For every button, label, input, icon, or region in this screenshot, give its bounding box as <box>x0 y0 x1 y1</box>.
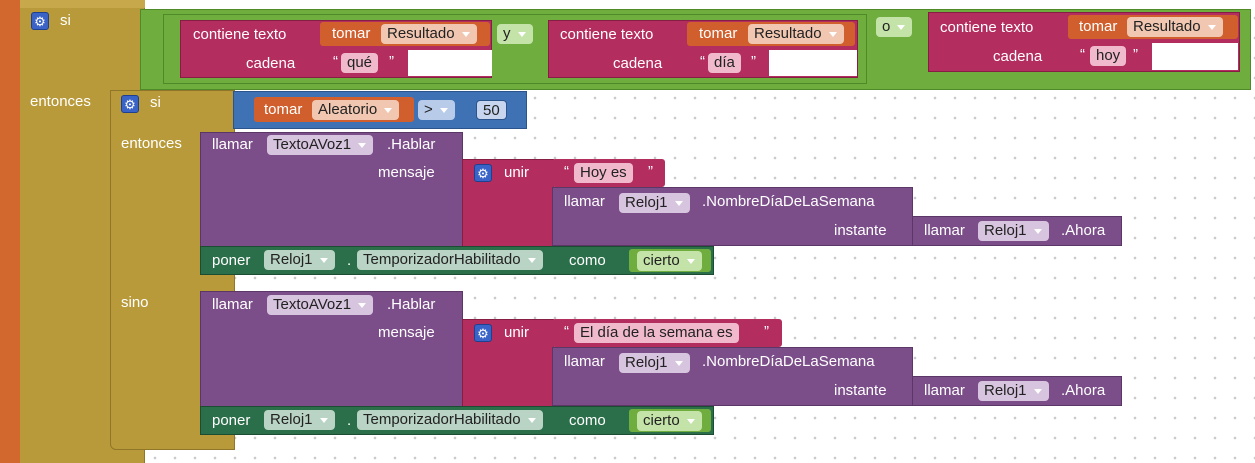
outer-if-top-strip <box>20 0 145 8</box>
inner-if-sino-label: sino <box>121 294 149 311</box>
else-instante-label: instante <box>834 382 887 399</box>
then-set-como-label: como <box>569 252 606 269</box>
number-value[interactable]: 50 <box>476 100 507 120</box>
or-operator-dropdown[interactable]: o <box>876 17 913 37</box>
else-dayname-call-label: llamar <box>564 353 605 370</box>
outer-if-entonces-label: entonces <box>30 93 91 110</box>
then-set-property-dropdown[interactable]: TemporizadorHabilitado <box>357 250 543 270</box>
text-value-1[interactable]: qué <box>341 53 379 73</box>
get-aleatorio-label: tomar <box>264 101 303 118</box>
then-dayname-component-dropdown[interactable]: Reloj1 <box>619 193 690 213</box>
open-quote-1: “ <box>333 53 338 70</box>
else-now-method-label: .Ahora <box>1061 382 1106 399</box>
cadena-label-1: cadena <box>246 55 296 72</box>
outer-if-si-label: si <box>60 12 71 29</box>
then-now-component-dropdown[interactable]: Reloj1 <box>978 221 1049 241</box>
close-quote-1: ” <box>389 53 394 70</box>
else-mensaje-label: mensaje <box>378 324 435 341</box>
else-join-label: unir <box>504 324 530 341</box>
inner-if-mutator-icon[interactable]: ⚙ <box>121 95 139 113</box>
open-quote-3: “ <box>1080 46 1085 63</box>
then-bool-dropdown[interactable]: cierto <box>637 251 702 271</box>
then-dayname-call-label: llamar <box>564 193 605 210</box>
then-speak-call-label: llamar <box>212 136 253 153</box>
contains-text-label-2: contiene texto <box>560 26 654 43</box>
compare-operator-dropdown[interactable]: > <box>418 100 455 120</box>
else-join-mutator-icon[interactable]: ⚙ <box>474 324 492 342</box>
else-speak-call-label: llamar <box>212 296 253 313</box>
cadena-label-3: cadena <box>993 48 1043 65</box>
inner-if-si-label: si <box>150 94 161 111</box>
empty-socket-1 <box>408 50 492 76</box>
get-label-2: tomar <box>699 25 738 42</box>
else-set-label: poner <box>212 412 251 429</box>
variable-dropdown-1[interactable]: Resultado <box>381 24 477 44</box>
else-text-value[interactable]: El día de la semana es <box>574 323 739 343</box>
else-set-component-dropdown[interactable]: Reloj1 <box>264 410 335 430</box>
then-set-dot: . <box>347 252 352 269</box>
else-bool-dropdown[interactable]: cierto <box>637 411 702 431</box>
else-now-call-label: llamar <box>924 382 965 399</box>
close-quote-2: ” <box>751 53 756 70</box>
else-close-quote: ” <box>764 323 769 340</box>
then-mensaje-label: mensaje <box>378 164 435 181</box>
else-tts-component-dropdown[interactable]: TextoAVoz1 <box>267 295 374 315</box>
workspace-edge <box>0 0 20 463</box>
then-open-quote: “ <box>564 163 569 180</box>
then-text-value[interactable]: Hoy es <box>574 163 633 183</box>
else-dayname-method-label: .NombreDíaDeLaSemana <box>702 353 875 370</box>
open-quote-2: “ <box>700 53 705 70</box>
get-label-3: tomar <box>1079 18 1118 35</box>
inner-if-entonces-label: entonces <box>121 135 182 152</box>
variable-dropdown-2[interactable]: Resultado <box>748 24 844 44</box>
then-set-label: poner <box>212 252 251 269</box>
else-speak-method-label: .Hablar <box>387 296 436 313</box>
then-tts-component-dropdown[interactable]: TextoAVoz1 <box>267 135 374 155</box>
text-value-2[interactable]: día <box>708 53 741 73</box>
else-now-component-dropdown[interactable]: Reloj1 <box>978 381 1049 401</box>
then-now-method-label: .Ahora <box>1061 222 1106 239</box>
variable-dropdown-3[interactable]: Resultado <box>1127 17 1223 37</box>
then-close-quote: ” <box>648 163 653 180</box>
else-set-dot: . <box>347 412 352 429</box>
then-join-label: unir <box>504 164 530 181</box>
empty-socket-2 <box>769 50 857 76</box>
contains-text-label-3: contiene texto <box>940 19 1034 36</box>
else-set-property-dropdown[interactable]: TemporizadorHabilitado <box>357 410 543 430</box>
and-operator-dropdown[interactable]: y <box>497 24 533 44</box>
else-dayname-block[interactable] <box>552 347 913 406</box>
aleatorio-dropdown[interactable]: Aleatorio <box>312 100 400 120</box>
then-dayname-block[interactable] <box>552 187 913 246</box>
then-instante-label: instante <box>834 222 887 239</box>
empty-socket-3 <box>1152 43 1238 70</box>
outer-if-mutator-icon[interactable]: ⚙ <box>31 12 49 30</box>
get-label-1: tomar <box>332 25 371 42</box>
then-dayname-method-label: .NombreDíaDeLaSemana <box>702 193 875 210</box>
then-join-mutator-icon[interactable]: ⚙ <box>474 164 492 182</box>
contains-text-label-1: contiene texto <box>193 26 287 43</box>
then-now-call-label: llamar <box>924 222 965 239</box>
else-set-como-label: como <box>569 412 606 429</box>
cadena-label-2: cadena <box>613 55 663 72</box>
close-quote-3: ” <box>1133 46 1138 63</box>
text-value-3[interactable]: hoy <box>1090 46 1127 66</box>
else-dayname-component-dropdown[interactable]: Reloj1 <box>619 353 690 373</box>
then-speak-method-label: .Hablar <box>387 136 436 153</box>
else-open-quote: “ <box>564 323 569 340</box>
then-set-component-dropdown[interactable]: Reloj1 <box>264 250 335 270</box>
